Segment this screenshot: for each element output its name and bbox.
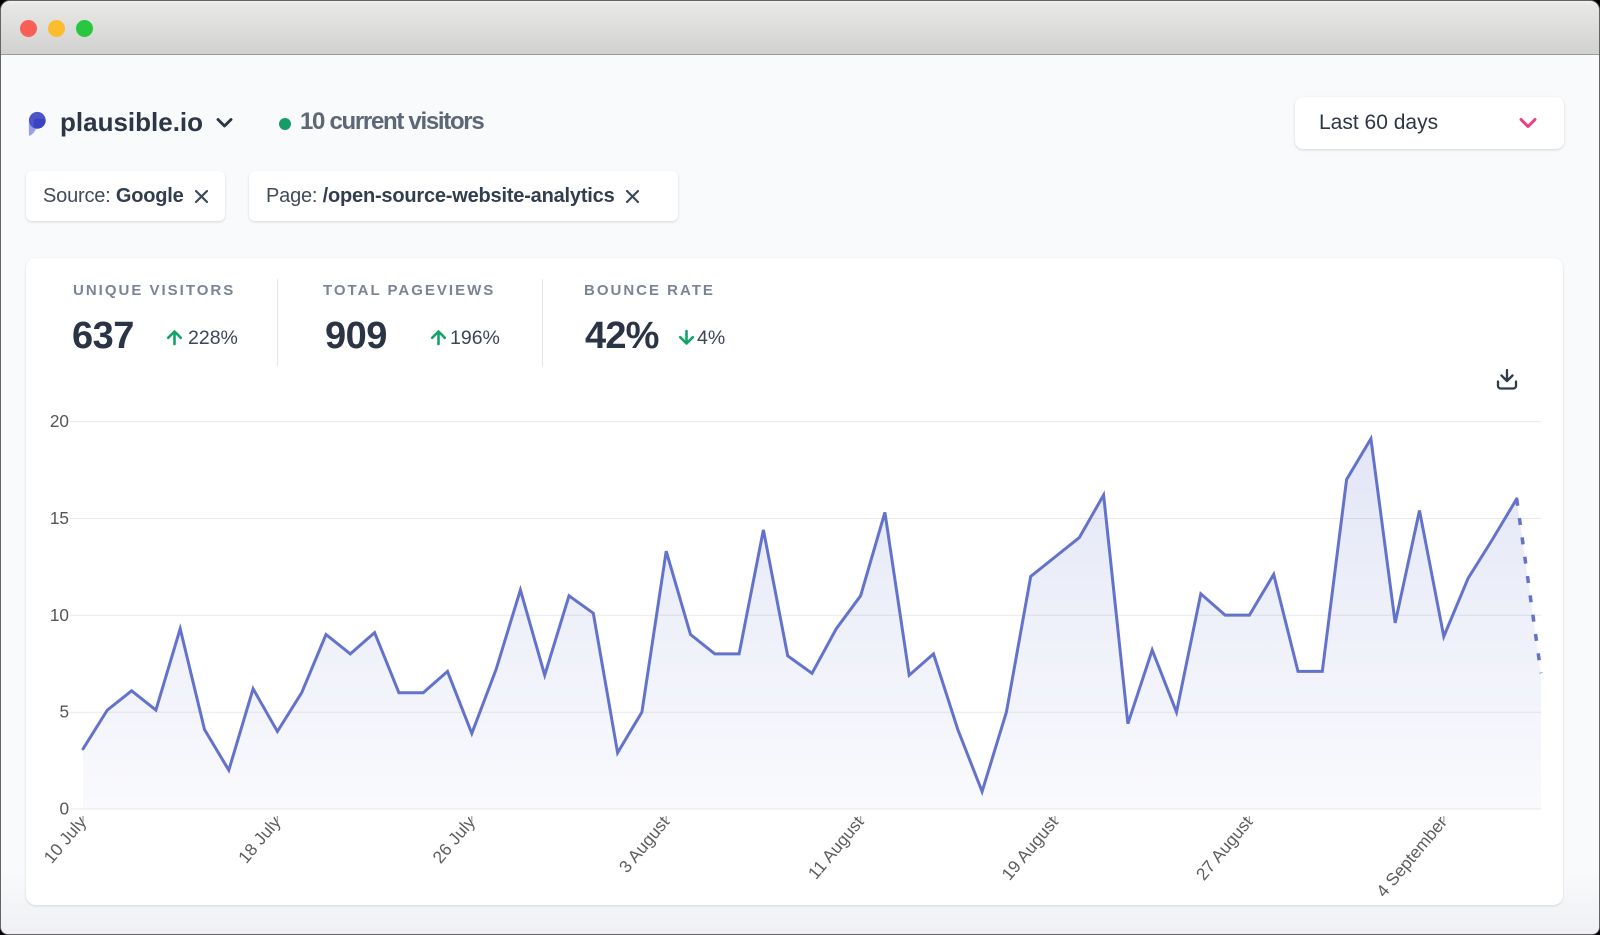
svg-text:27 August: 27 August [1192, 812, 1257, 884]
svg-text:5: 5 [59, 702, 69, 722]
svg-text:3 August: 3 August [615, 812, 674, 877]
svg-text:15: 15 [50, 508, 69, 528]
svg-text:11 August: 11 August [804, 812, 868, 883]
svg-text:10: 10 [50, 605, 69, 625]
svg-text:19 August: 19 August [997, 812, 1062, 884]
svg-text:0: 0 [59, 799, 69, 819]
svg-text:4 September: 4 September [1372, 812, 1451, 901]
svg-text:20: 20 [50, 411, 69, 431]
